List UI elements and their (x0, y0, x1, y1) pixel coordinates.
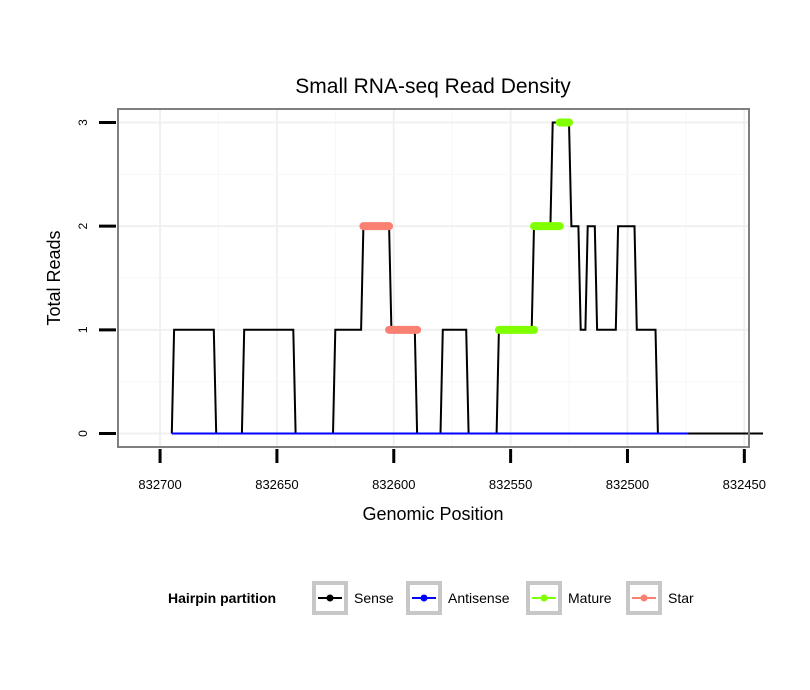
legend: Hairpin partition Sense Antisense Mature St… (168, 581, 694, 615)
plot-panel (117, 108, 763, 448)
x-tick-label: 832500 (606, 477, 649, 492)
legend-title: Hairpin partition (168, 590, 276, 606)
legend-label: Antisense (448, 590, 510, 606)
x-tick-label: 832700 (138, 477, 181, 492)
y-axis: 0 1 2 3 (76, 119, 116, 437)
y-tick-label: 3 (76, 119, 90, 126)
legend-entry-antisense: Antisense (406, 581, 510, 615)
legend-label: Star (668, 590, 694, 606)
legend-key-dot (326, 594, 334, 602)
x-tick-label: 832550 (489, 477, 532, 492)
x-tick-label: 832650 (255, 477, 298, 492)
panel-border (117, 108, 750, 448)
legend-entry-mature: Mature (526, 581, 612, 615)
legend-key-dot (420, 594, 428, 602)
x-tick-label: 832600 (372, 477, 415, 492)
grid (118, 109, 749, 447)
y-tick-label: 2 (76, 223, 90, 230)
y-tick-label: 0 (76, 430, 90, 437)
legend-entry-sense: Sense (312, 581, 394, 615)
y-tick-label: 1 (76, 326, 90, 333)
x-tick-label: 832450 (723, 477, 766, 492)
y-axis-label: Total Reads (44, 230, 64, 325)
legend-entry-star: Star (626, 581, 694, 615)
partition-segments (359, 118, 574, 334)
legend-label: Mature (568, 590, 612, 606)
legend-label: Sense (354, 590, 394, 606)
x-axis: 832700 832650 832600 832550 832500 832450 (138, 449, 766, 492)
chart-title: Small RNA-seq Read Density (295, 75, 571, 98)
legend-key-dot (640, 594, 648, 602)
x-axis-label: Genomic Position (362, 504, 503, 524)
legend-key-dot (540, 594, 548, 602)
